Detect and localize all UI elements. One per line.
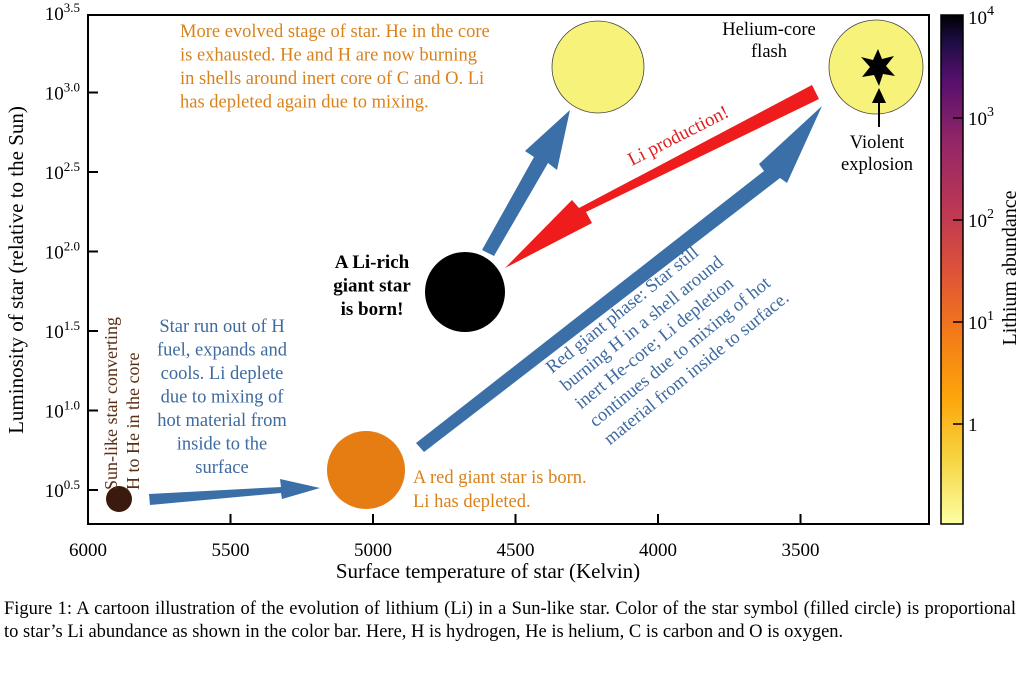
arrow-li-rich-to-evolved — [482, 110, 570, 256]
text-line: Li has depleted. — [413, 492, 531, 512]
text-line: A Li-rich — [335, 252, 410, 273]
text-line: inside to the — [177, 435, 267, 455]
sun-like-star — [106, 486, 132, 512]
x-axis-label: Surface temperature of star (Kelvin) — [336, 559, 640, 583]
sun-like-star-label: Sun-like star converting H to He in the c… — [101, 317, 143, 490]
explosion-pointer-head — [872, 88, 886, 103]
text-line: flash — [751, 42, 787, 62]
text-line: is exhausted. He and H are now burning — [180, 46, 477, 66]
colorbar-tick-label: 102 — [968, 207, 994, 232]
plot-frame — [87, 14, 930, 525]
x-tick-label: 5000 — [354, 540, 392, 561]
x-tick-label: 4500 — [497, 540, 535, 561]
colorbar-tick-exponent: 1 — [987, 309, 994, 324]
evolved-star-label: More evolved stage of star. He in the co… — [180, 22, 490, 113]
violent-explosion-label: Violent explosion — [841, 133, 913, 175]
colorbar-tick-exponent: 3 — [987, 105, 994, 120]
text-line: H to He in the core — [123, 353, 143, 490]
red-giant-star — [327, 431, 405, 509]
text-line: due to mixing of — [161, 388, 285, 408]
x-axis-ticks: 6000 5500 5000 4500 4000 3500 — [69, 514, 820, 561]
y-axis-label: Luminosity of star (relative to the Sun) — [4, 106, 28, 434]
li-rich-giant-star — [425, 252, 505, 332]
colorbar-tick-exponent: 4 — [987, 4, 994, 19]
text-line: explosion — [841, 155, 913, 175]
y-tick-label: 100.5 — [45, 477, 80, 502]
text-line: has depleted again due to mixing. — [180, 93, 429, 113]
arrow-red-giant-to-helium-flash — [416, 106, 822, 452]
x-tick-label: 3500 — [782, 540, 820, 561]
y-tick-exponent: 1.5 — [64, 318, 80, 333]
y-tick-exponent: 0.5 — [64, 477, 80, 492]
text-line: Star run out of H — [159, 317, 284, 337]
arrow-li-production — [505, 85, 819, 268]
y-tick-exponent: 3.0 — [64, 80, 80, 95]
figure-caption: Figure 1: A cartoon illustration of the … — [4, 599, 1016, 642]
text-line: Helium-core — [722, 20, 816, 40]
y-tick-label: 102.5 — [45, 159, 80, 184]
x-tick-label: 5500 — [212, 540, 250, 561]
y-tick-exponent: 1.0 — [64, 398, 80, 413]
text-line: More evolved stage of star. He in the co… — [180, 22, 490, 42]
text-line: Sun-like star converting — [101, 317, 121, 490]
arrow-sun-to-red-giant — [149, 479, 320, 505]
colorbar — [940, 14, 964, 525]
y-tick-label: 102.0 — [45, 239, 80, 264]
colorbar-tick-label: 101 — [968, 309, 994, 334]
colorbar-tick-label: 104 — [968, 4, 994, 29]
y-tick-label: 101.5 — [45, 318, 80, 343]
text-line: giant star — [333, 276, 411, 297]
text-line: A red giant star is born. — [413, 468, 587, 488]
x-tick-label: 6000 — [69, 540, 107, 561]
y-tick-label: 101.0 — [45, 398, 80, 423]
li-rich-giant-label: A Li-rich giant star is born! — [333, 252, 411, 320]
text-line: cools. Li deplete — [161, 364, 284, 384]
run-out-of-h-label: Star run out of H fuel, expands and cools.… — [157, 317, 288, 478]
red-giant-born-label: A red giant star is born. Li has depleted… — [413, 468, 587, 512]
colorbar-tick-label: 1 — [968, 415, 978, 436]
colorbar-tick-label: 103 — [968, 105, 994, 130]
x-tick-label: 4000 — [639, 540, 677, 561]
y-tick-label: 103.5 — [45, 0, 80, 25]
text-line: in shells around inert core of C and O. … — [180, 69, 484, 89]
text-line: is born! — [341, 299, 404, 320]
evolved-star — [551, 20, 645, 114]
colorbar-tick-exponent: 2 — [987, 207, 994, 222]
y-axis-ticks: 100.5 101.0 101.5 102.0 102.5 103.0 103.5 — [45, 0, 98, 502]
helium-flash-label: Helium-core flash — [722, 20, 816, 62]
y-tick-exponent: 2.5 — [64, 159, 80, 174]
text-line: fuel, expands and — [157, 341, 288, 361]
y-tick-label: 103.0 — [45, 80, 80, 105]
colorbar-label: Lithium abundance — [999, 190, 1021, 345]
text-line: surface — [195, 458, 248, 478]
text-line: Violent — [850, 133, 905, 153]
text-line: hot material from — [157, 411, 287, 431]
y-tick-exponent: 3.5 — [64, 0, 80, 15]
explosion-star-icon — [861, 49, 895, 86]
y-tick-exponent: 2.0 — [64, 239, 80, 254]
